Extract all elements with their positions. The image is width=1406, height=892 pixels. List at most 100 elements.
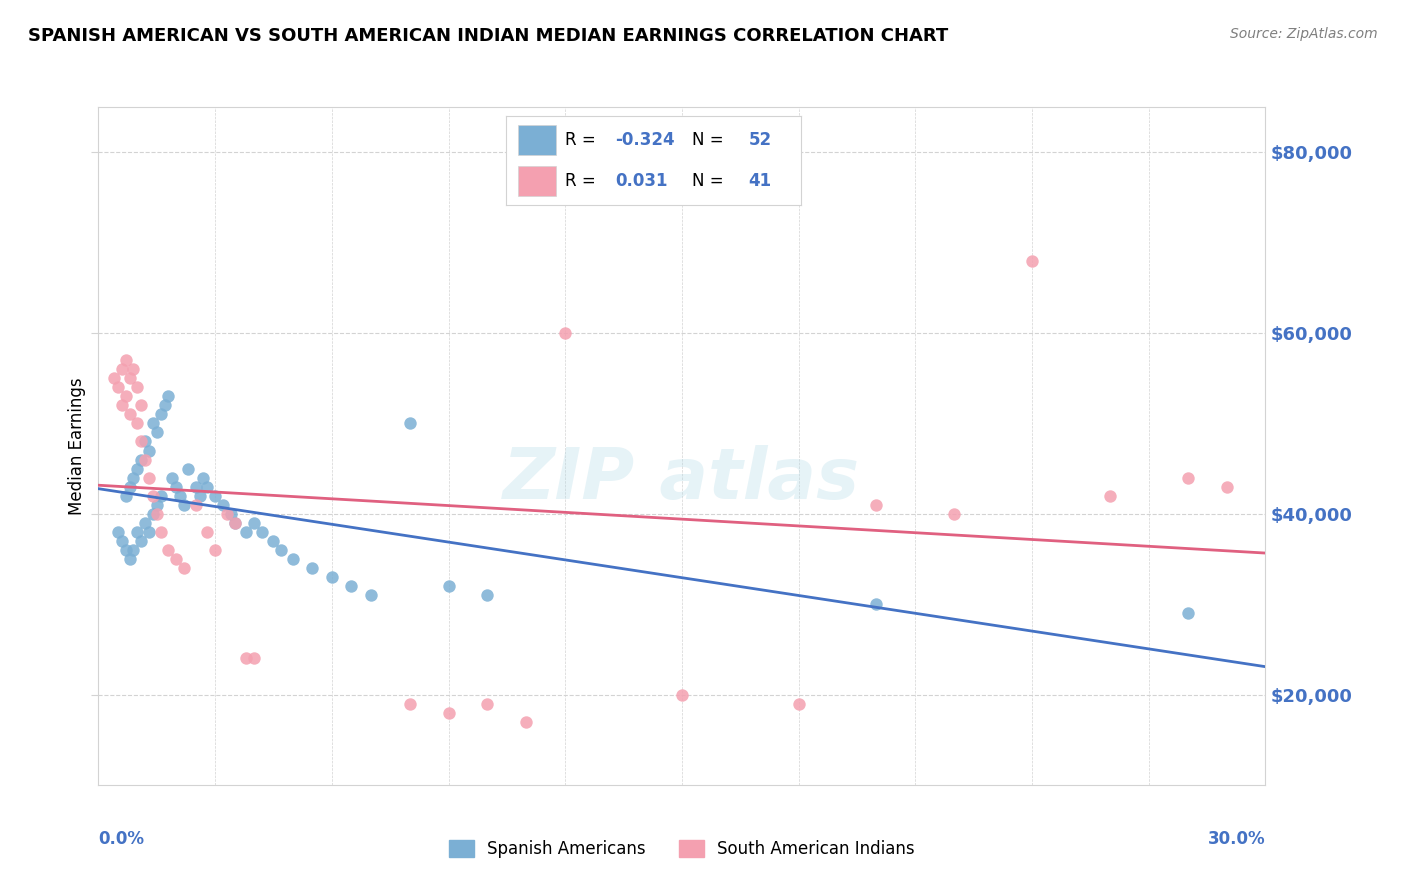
Point <box>149 408 172 422</box>
Point <box>129 533 152 548</box>
Point <box>107 524 129 539</box>
Text: 41: 41 <box>748 172 772 190</box>
Text: ZIP atlas: ZIP atlas <box>503 445 860 515</box>
Point <box>1098 489 1121 503</box>
Point <box>138 470 160 484</box>
Point <box>270 543 292 558</box>
Point <box>134 516 156 530</box>
Point <box>127 380 149 394</box>
Point <box>360 588 382 602</box>
Point <box>157 389 180 403</box>
Point <box>943 507 966 521</box>
Point <box>165 480 187 494</box>
Point <box>134 452 156 467</box>
Point <box>243 651 266 665</box>
Point <box>671 688 693 702</box>
Point <box>437 706 460 720</box>
Point <box>118 408 141 422</box>
Legend: Spanish Americans, South American Indians: Spanish Americans, South American Indian… <box>441 833 922 864</box>
Point <box>224 516 246 530</box>
Point <box>787 697 810 711</box>
Point <box>865 498 887 512</box>
Point <box>127 461 149 475</box>
Point <box>301 561 323 575</box>
Point <box>215 507 238 521</box>
Text: -0.324: -0.324 <box>616 131 675 149</box>
Point <box>477 697 499 711</box>
Point <box>1021 253 1043 268</box>
Point <box>129 398 152 412</box>
Point <box>169 489 191 503</box>
Point <box>118 552 141 566</box>
Point <box>437 579 460 593</box>
Point <box>219 507 242 521</box>
Point <box>146 425 169 440</box>
Point <box>129 434 152 449</box>
Point <box>138 524 160 539</box>
Text: Source: ZipAtlas.com: Source: ZipAtlas.com <box>1230 27 1378 41</box>
Text: N =: N = <box>692 131 730 149</box>
Point <box>340 579 363 593</box>
Point <box>111 398 134 412</box>
Point <box>184 480 207 494</box>
Y-axis label: Median Earnings: Median Earnings <box>67 377 86 515</box>
Point <box>103 371 125 385</box>
Point <box>127 417 149 431</box>
Point <box>129 452 152 467</box>
Point <box>477 588 499 602</box>
Point <box>321 570 343 584</box>
Point <box>153 398 176 412</box>
Point <box>111 533 134 548</box>
Text: R =: R = <box>565 131 602 149</box>
Point <box>107 380 129 394</box>
Text: 0.031: 0.031 <box>616 172 668 190</box>
Point <box>118 480 141 494</box>
Point <box>250 524 273 539</box>
Point <box>865 597 887 611</box>
Point <box>173 561 195 575</box>
Point <box>204 489 226 503</box>
FancyBboxPatch shape <box>517 166 557 196</box>
Point <box>554 326 576 340</box>
Point <box>165 552 187 566</box>
Point <box>1177 606 1199 620</box>
Point <box>146 507 169 521</box>
Text: 0.0%: 0.0% <box>98 830 145 847</box>
Point <box>204 543 226 558</box>
Point <box>281 552 304 566</box>
Text: 52: 52 <box>748 131 772 149</box>
Point <box>162 470 184 484</box>
Point <box>142 417 165 431</box>
Point <box>122 362 145 376</box>
Point <box>515 714 537 729</box>
Point <box>173 498 195 512</box>
Point <box>1177 470 1199 484</box>
Point <box>193 470 215 484</box>
Point <box>111 362 134 376</box>
Point <box>398 417 420 431</box>
Point <box>114 543 136 558</box>
Point <box>122 470 145 484</box>
Point <box>398 697 420 711</box>
Point <box>195 480 218 494</box>
Text: SPANISH AMERICAN VS SOUTH AMERICAN INDIAN MEDIAN EARNINGS CORRELATION CHART: SPANISH AMERICAN VS SOUTH AMERICAN INDIA… <box>28 27 949 45</box>
Point <box>195 524 218 539</box>
Point <box>134 434 156 449</box>
Point <box>114 389 136 403</box>
Point <box>122 543 145 558</box>
Point <box>188 489 211 503</box>
Point <box>142 489 165 503</box>
Text: N =: N = <box>692 172 730 190</box>
Point <box>243 516 266 530</box>
Point <box>142 507 165 521</box>
Point <box>149 524 172 539</box>
Text: R =: R = <box>565 172 602 190</box>
Point <box>127 524 149 539</box>
Text: 30.0%: 30.0% <box>1208 830 1265 847</box>
Point <box>114 489 136 503</box>
Point <box>262 533 284 548</box>
Point <box>184 498 207 512</box>
Point <box>146 498 169 512</box>
Point <box>114 353 136 368</box>
Point <box>157 543 180 558</box>
